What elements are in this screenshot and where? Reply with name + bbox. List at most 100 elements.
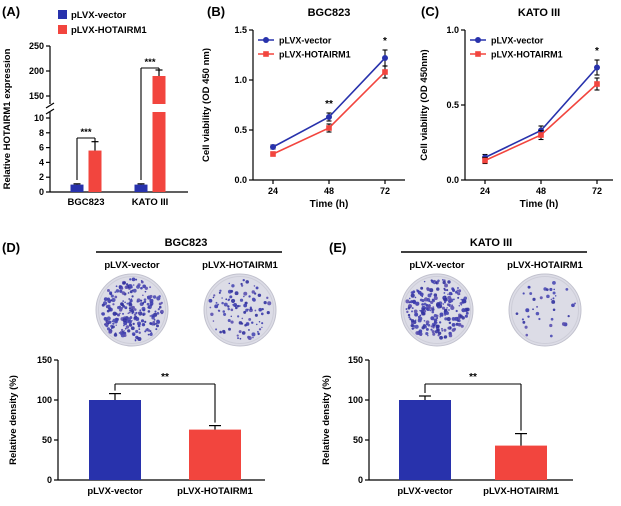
colony-plate xyxy=(203,273,277,347)
colony-dot xyxy=(101,303,105,307)
colony-dot xyxy=(106,288,110,292)
svg-text:50: 50 xyxy=(353,435,363,445)
svg-text:pLVX-vector: pLVX-vector xyxy=(71,10,127,21)
colony-dot xyxy=(103,297,108,302)
colony-dot xyxy=(413,309,418,314)
colony-dot xyxy=(135,311,138,315)
colony-dot xyxy=(448,321,452,325)
svg-text:pLVX-HOTAIRM1: pLVX-HOTAIRM1 xyxy=(71,25,147,36)
colony-dot xyxy=(103,317,108,321)
colony-dot xyxy=(120,328,124,332)
colony-dot xyxy=(252,298,256,302)
colony-dot xyxy=(433,314,438,318)
colony-dot xyxy=(461,299,466,303)
colony-dot xyxy=(443,301,446,304)
svg-text:pLVX-vector: pLVX-vector xyxy=(279,36,332,46)
colony-dot xyxy=(418,316,423,321)
colony-dot xyxy=(147,310,151,313)
colony-dot xyxy=(109,291,113,295)
colony-dot xyxy=(458,289,462,293)
colony-dot xyxy=(218,309,221,312)
colony-dot xyxy=(127,312,130,315)
colony-dot xyxy=(439,315,442,318)
colony-dot xyxy=(131,289,134,292)
colony-dot xyxy=(149,307,151,310)
svg-text:0.0: 0.0 xyxy=(234,175,247,185)
colony-dot xyxy=(158,305,162,309)
colony-dot xyxy=(130,298,133,301)
colony-dot xyxy=(237,337,240,340)
colony-dot xyxy=(414,324,419,329)
colony-dot xyxy=(458,304,461,307)
colony-dot xyxy=(130,308,134,313)
colony-dot xyxy=(409,318,412,321)
colony-dot xyxy=(107,298,111,303)
colony-dot xyxy=(441,279,444,281)
colony-dot xyxy=(407,313,411,317)
colony-dot xyxy=(254,309,257,312)
colony-dot xyxy=(431,298,435,302)
colony-dot xyxy=(267,301,272,306)
svg-text:***: *** xyxy=(80,127,91,138)
svg-text:24: 24 xyxy=(268,186,278,196)
colony-dot xyxy=(442,280,446,285)
colony-dot xyxy=(538,317,541,321)
colony-dot xyxy=(142,313,145,317)
colony-dot xyxy=(414,312,419,317)
colony-dot xyxy=(460,324,464,328)
colony-dot xyxy=(446,289,449,292)
colony-dot xyxy=(144,320,147,324)
colony-dot xyxy=(124,327,127,330)
colony-dot xyxy=(255,286,259,290)
colony-dot xyxy=(139,309,142,312)
colony-dot xyxy=(147,329,151,332)
panel-b-letter: (B) xyxy=(207,4,226,19)
colony-dot xyxy=(235,306,238,310)
colony-dot xyxy=(140,319,145,323)
colony-dot xyxy=(455,290,458,294)
colony-dot xyxy=(448,305,451,307)
panel-e: (E) KATO III pLVX-vector pLVX-HOTAIRM1 0 50 1… xyxy=(315,232,621,506)
colony-dot xyxy=(146,302,150,306)
colony-dot xyxy=(134,339,137,342)
colony-dot xyxy=(234,291,239,296)
marker xyxy=(326,114,332,120)
colony-dot xyxy=(243,303,248,308)
colony-dot xyxy=(455,309,458,313)
svg-text:pLVX-HOTAIRM1: pLVX-HOTAIRM1 xyxy=(202,260,278,271)
katoiii-colony-density-panel: KATO III pLVX-vector pLVX-HOTAIRM1 0 50 100 15… xyxy=(321,237,587,497)
svg-text:pLVX-vector: pLVX-vector xyxy=(491,36,544,46)
colony-dot xyxy=(149,298,154,303)
colony-dot xyxy=(122,304,125,308)
colony-dot xyxy=(123,330,125,332)
colony-dot xyxy=(421,303,424,306)
colony-dot xyxy=(261,307,264,311)
colony-dot xyxy=(430,307,433,310)
colony-dot xyxy=(440,314,444,317)
svg-text:72: 72 xyxy=(380,186,390,196)
colony-dot xyxy=(419,292,424,297)
colony-dot xyxy=(444,283,448,288)
colony-dot xyxy=(256,330,259,333)
colony-dot xyxy=(532,297,536,301)
colony-dot xyxy=(257,293,262,298)
colony-dot xyxy=(436,316,439,319)
colony-dot xyxy=(208,298,213,303)
svg-text:KATO III: KATO III xyxy=(470,237,512,249)
colony-dot xyxy=(233,303,238,308)
colony-dot xyxy=(571,303,575,308)
colony-dot xyxy=(244,323,247,327)
colony-dot xyxy=(156,296,161,301)
colony-dot xyxy=(545,288,549,292)
colony-dot xyxy=(446,316,451,322)
bar-lower xyxy=(152,112,166,192)
colony-dot xyxy=(113,333,118,337)
svg-text:4: 4 xyxy=(39,157,44,167)
svg-text:pLVX-vector: pLVX-vector xyxy=(409,260,465,271)
colony-dot xyxy=(156,324,159,328)
colony-dot xyxy=(132,284,135,286)
bar xyxy=(89,400,141,480)
svg-text:pLVX-HOTAIRM1: pLVX-HOTAIRM1 xyxy=(491,50,563,60)
colony-dot xyxy=(427,305,431,309)
colony-dot xyxy=(419,314,422,317)
